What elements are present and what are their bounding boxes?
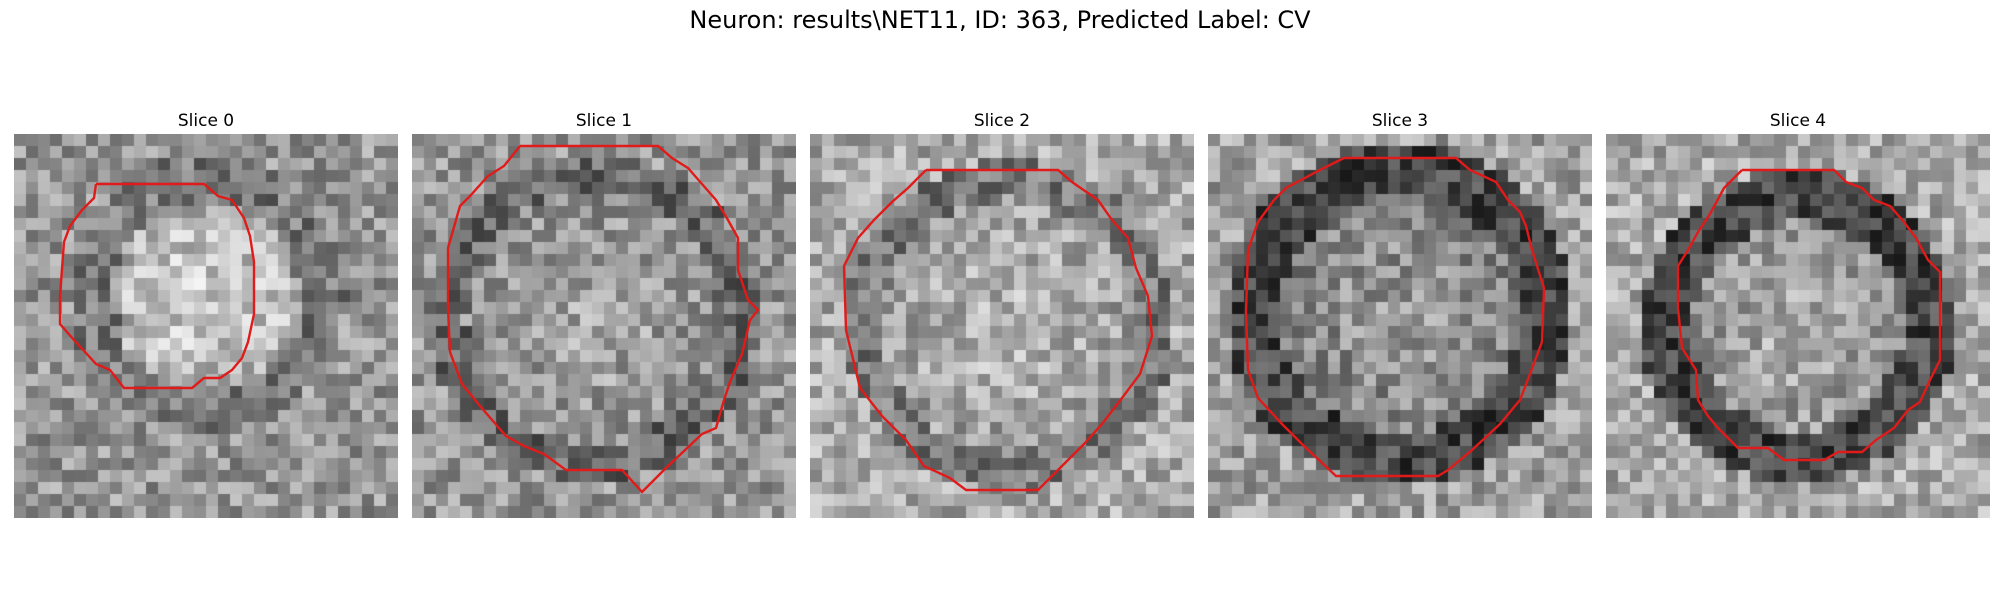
slice-title-4: Slice 4 (1769, 111, 1827, 131)
slice-panel-4: Slice 4 (1606, 108, 1990, 518)
slice-image-2 (810, 134, 1194, 518)
slice-panel-2: Slice 2 (810, 108, 1194, 518)
slice-image-3 (1208, 134, 1592, 518)
slice-image-0 (14, 134, 398, 518)
slice-title-0: Slice 0 (177, 111, 235, 131)
slice-contour-0 (58, 182, 256, 390)
slice-contour-layer-1 (446, 144, 760, 494)
slice-contour-layer-4 (1676, 168, 1942, 462)
slice-contour-layer-2 (842, 168, 1154, 492)
slice-panel-3: Slice 3 (1208, 108, 1592, 518)
slice-title-2: Slice 2 (973, 111, 1031, 131)
slice-panel-1: Slice 1 (412, 108, 796, 518)
slice-title-3: Slice 3 (1371, 111, 1429, 131)
slice-panel-0: Slice 0 (14, 108, 398, 518)
slice-contour-1 (446, 144, 760, 494)
slice-image-4 (1606, 134, 1990, 518)
slice-title-1: Slice 1 (575, 111, 633, 131)
figure-title: Neuron: results\NET11, ID: 363, Predicte… (689, 6, 1311, 34)
slice-contour-layer-3 (1244, 156, 1546, 478)
slice-image-1 (412, 134, 796, 518)
slice-contour-layer-0 (58, 182, 256, 390)
slice-contour-2 (842, 168, 1154, 492)
slice-contour-4 (1676, 168, 1942, 462)
slice-contour-3 (1244, 156, 1546, 478)
